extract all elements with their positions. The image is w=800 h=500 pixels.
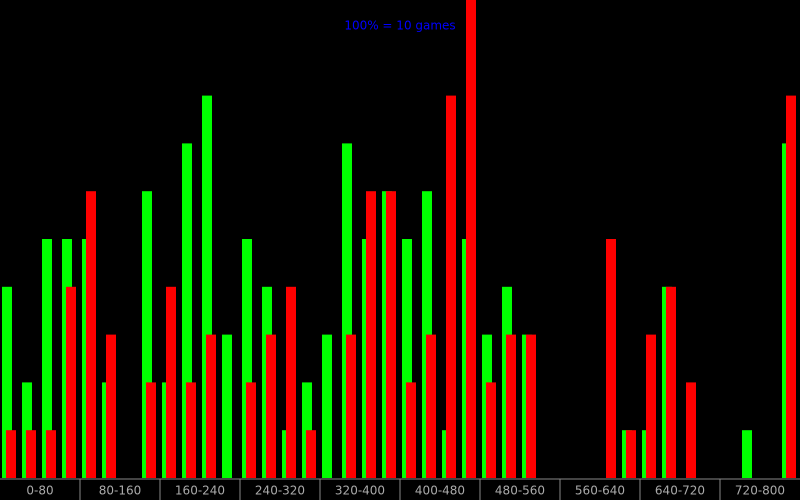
bar <box>402 239 412 478</box>
bar <box>246 382 256 478</box>
bar <box>322 334 332 478</box>
bar <box>426 334 436 478</box>
bar <box>42 239 52 478</box>
bar <box>186 382 196 478</box>
bar <box>506 334 516 478</box>
bar <box>242 239 252 478</box>
bar <box>406 382 416 478</box>
bar <box>342 143 352 478</box>
bar <box>146 382 156 478</box>
bar <box>526 334 536 478</box>
x-tick-label: 400-480 <box>415 484 465 498</box>
x-tick-label: 640-720 <box>655 484 705 498</box>
bar <box>182 143 192 478</box>
bar <box>86 191 96 478</box>
bar <box>6 430 16 478</box>
bar <box>2 286 12 478</box>
bar <box>222 334 232 478</box>
bar <box>106 334 116 478</box>
x-tick-label: 320-400 <box>335 484 385 498</box>
bar <box>666 286 676 478</box>
bar <box>422 191 432 478</box>
x-tick-label: 560-640 <box>575 484 625 498</box>
bar <box>66 286 76 478</box>
bar <box>646 334 656 478</box>
bar <box>166 286 176 478</box>
bar <box>466 0 476 478</box>
bar <box>686 382 696 478</box>
bar <box>46 430 56 478</box>
separators <box>79 479 721 500</box>
bar <box>266 334 276 478</box>
x-tick-label: 720-800 <box>735 484 785 498</box>
bar <box>606 239 616 478</box>
x-tick-label: 0-80 <box>26 484 53 498</box>
x-tick-label: 240-320 <box>255 484 305 498</box>
x-tick-label: 480-560 <box>495 484 545 498</box>
annotation: 100% = 10 games <box>344 19 455 33</box>
bar <box>306 430 316 478</box>
bar <box>202 95 212 478</box>
bar <box>142 191 152 478</box>
bar <box>286 286 296 478</box>
bar <box>486 382 496 478</box>
bar <box>26 430 36 478</box>
bar <box>626 430 636 478</box>
bar <box>386 191 396 478</box>
bar <box>206 334 216 478</box>
x-tick-label: 160-240 <box>175 484 225 498</box>
bar <box>742 430 752 478</box>
bar <box>346 334 356 478</box>
bar <box>366 191 376 478</box>
bar <box>446 95 456 478</box>
bar <box>786 95 796 478</box>
x-tick-label: 80-160 <box>99 484 142 498</box>
bars <box>2 0 796 478</box>
